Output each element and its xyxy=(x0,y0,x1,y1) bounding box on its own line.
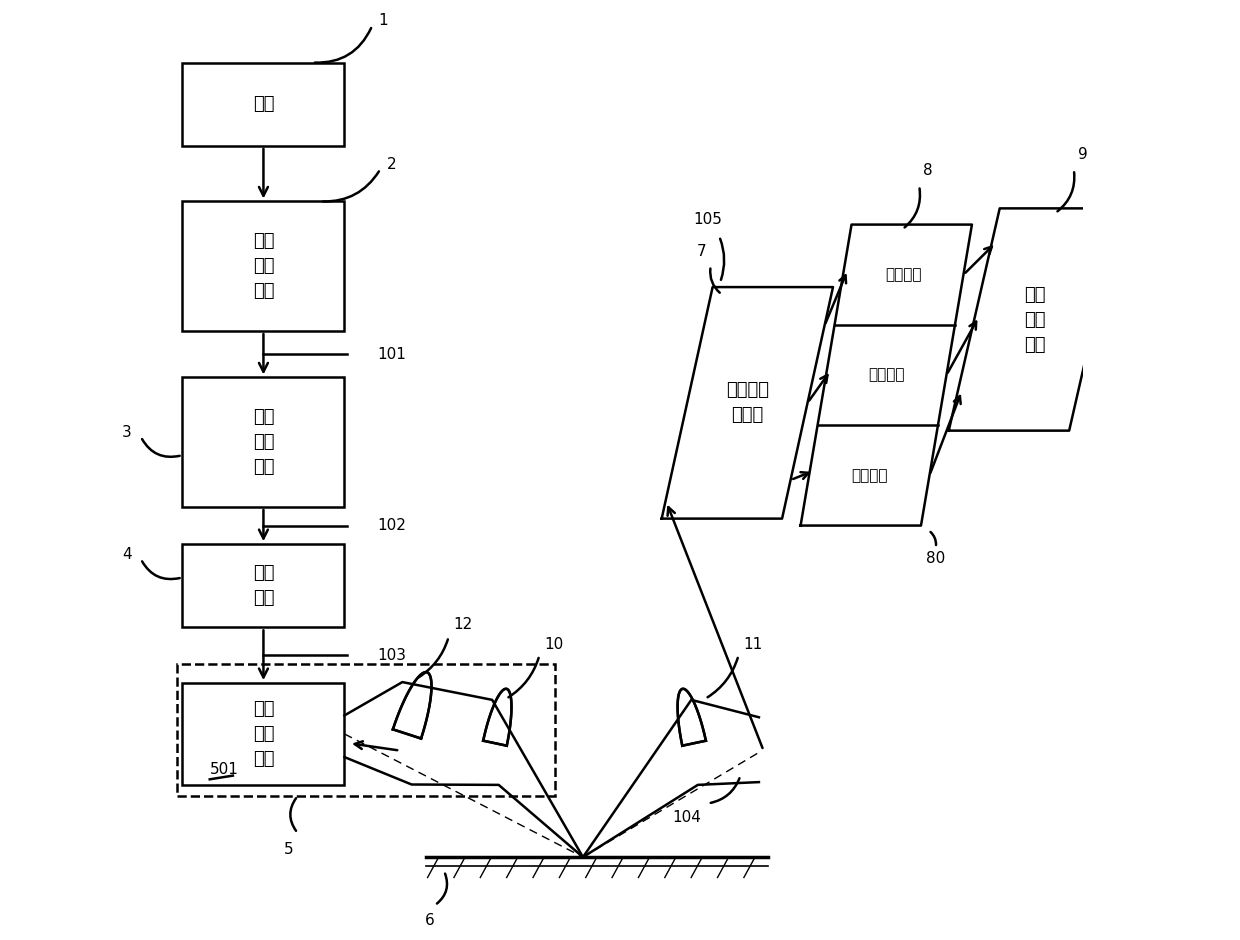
Text: 多色光分
离单元: 多色光分 离单元 xyxy=(725,382,769,424)
FancyBboxPatch shape xyxy=(182,63,345,146)
Text: 4: 4 xyxy=(122,547,131,562)
Text: 104: 104 xyxy=(672,810,702,825)
Text: 9: 9 xyxy=(1079,147,1089,162)
Text: 501: 501 xyxy=(210,762,238,777)
Text: 12: 12 xyxy=(454,617,472,632)
FancyBboxPatch shape xyxy=(182,683,345,785)
Text: 1: 1 xyxy=(378,13,388,28)
Text: 102: 102 xyxy=(377,518,405,533)
Text: 6: 6 xyxy=(425,913,435,928)
Text: 10: 10 xyxy=(544,637,563,652)
Text: 角度
偏转
单元: 角度 偏转 单元 xyxy=(253,700,274,768)
Text: 105: 105 xyxy=(693,212,723,227)
Text: 探测单元: 探测单元 xyxy=(885,267,921,282)
Text: 探测单元: 探测单元 xyxy=(851,468,888,483)
FancyBboxPatch shape xyxy=(182,544,345,627)
Text: 偏振
调节
单元: 偏振 调节 单元 xyxy=(253,408,274,477)
Text: 3: 3 xyxy=(122,425,131,440)
Text: 11: 11 xyxy=(743,637,763,652)
Text: 信号
处理
单元: 信号 处理 单元 xyxy=(1024,286,1045,353)
Text: 准直
扩束
镜组: 准直 扩束 镜组 xyxy=(253,232,274,300)
Text: 80: 80 xyxy=(925,552,945,567)
Text: 103: 103 xyxy=(377,648,405,663)
Text: 101: 101 xyxy=(377,347,405,362)
Text: 探测单元: 探测单元 xyxy=(868,368,904,383)
Text: 5: 5 xyxy=(284,842,294,857)
Text: 2: 2 xyxy=(387,157,397,172)
Text: 7: 7 xyxy=(697,244,707,259)
Text: 8: 8 xyxy=(923,164,932,179)
FancyBboxPatch shape xyxy=(182,377,345,507)
Text: 狭缝
阵列: 狭缝 阵列 xyxy=(253,564,274,607)
Text: 光源: 光源 xyxy=(253,95,274,113)
FancyBboxPatch shape xyxy=(182,201,345,331)
